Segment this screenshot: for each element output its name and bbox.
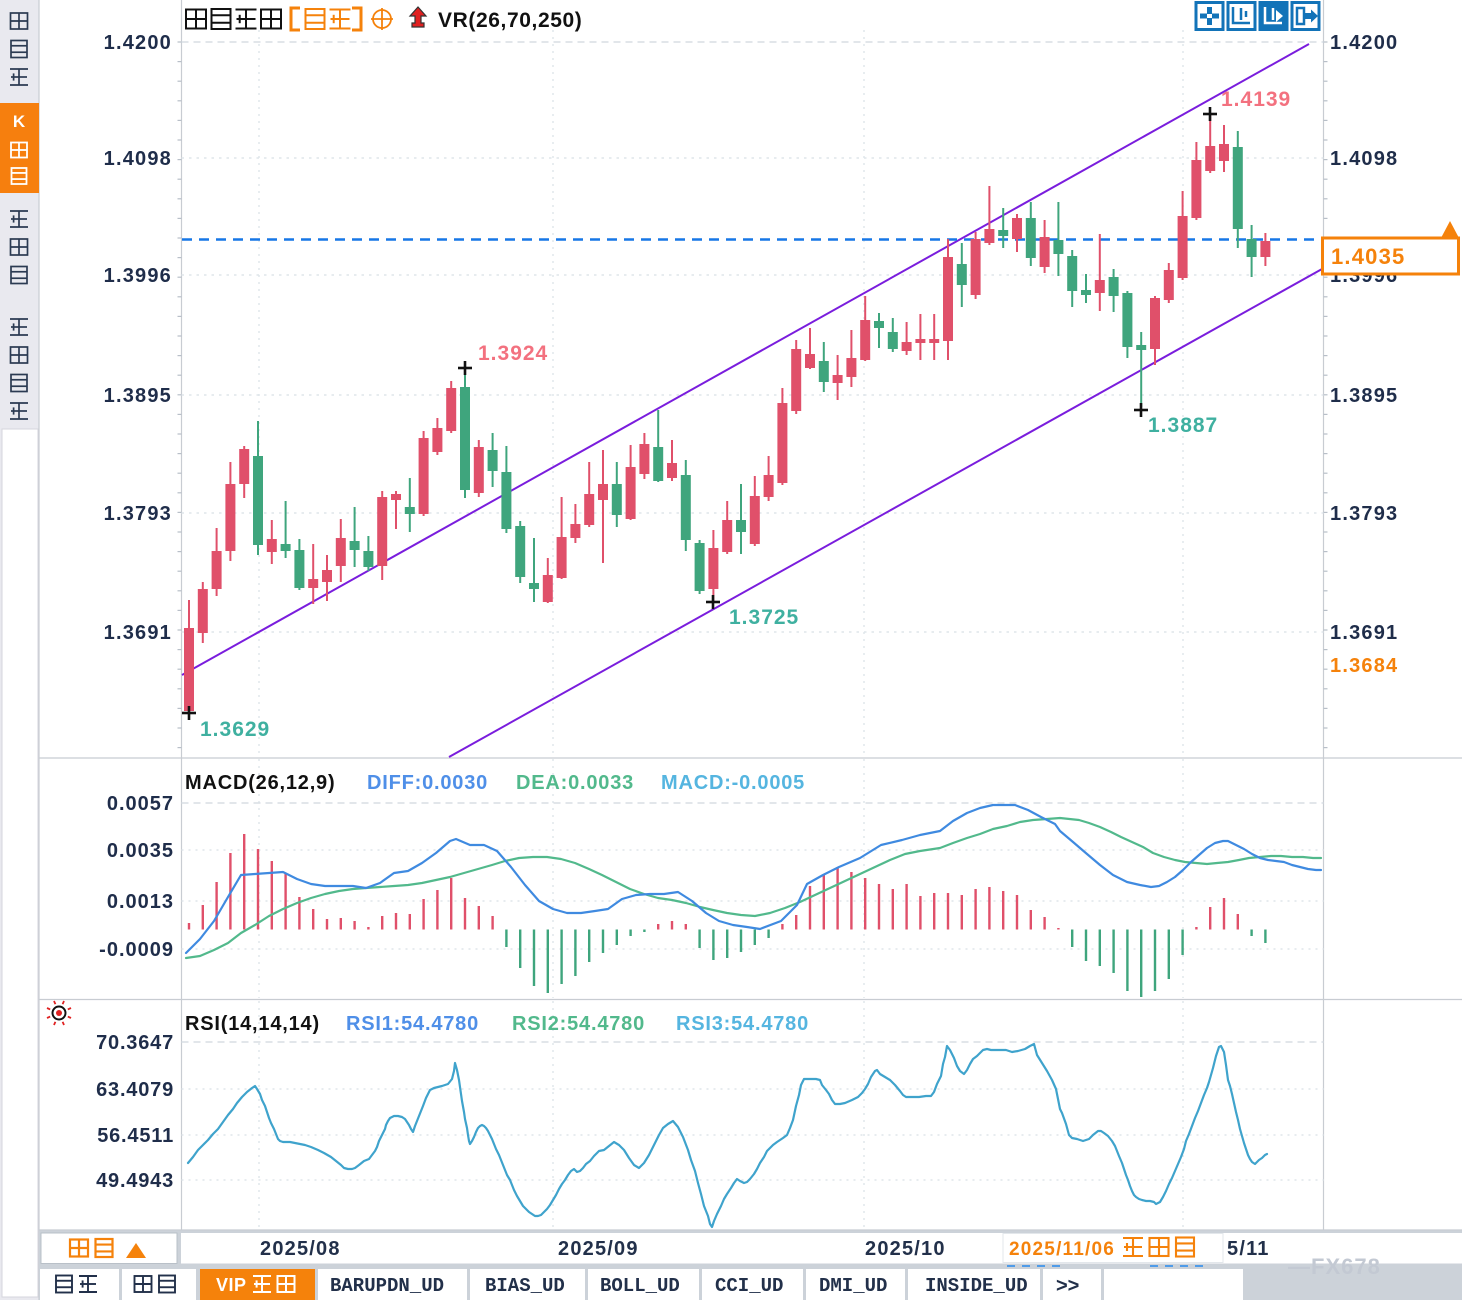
svg-text:1.4200: 1.4200 [104,32,172,54]
svg-text:0.0057: 0.0057 [107,793,174,815]
svg-text:1.3691: 1.3691 [104,622,172,644]
svg-text:1.3629: 1.3629 [200,718,270,741]
svg-text:MACD(26,12,9): MACD(26,12,9) [185,772,335,794]
svg-text:1.4200: 1.4200 [1330,32,1398,54]
svg-text:BARUPDN_UD: BARUPDN_UD [330,1275,444,1297]
svg-text:1.3793: 1.3793 [1330,503,1398,525]
svg-text:2025/10: 2025/10 [865,1238,946,1260]
svg-text:63.4079: 63.4079 [96,1079,174,1101]
svg-text:RSI3:54.4780: RSI3:54.4780 [676,1013,809,1035]
svg-text:1.3725: 1.3725 [729,606,799,629]
svg-text:1.3895: 1.3895 [1330,385,1398,407]
svg-text:K: K [13,112,26,131]
svg-text:1.4035: 1.4035 [1331,244,1406,269]
svg-text:56.4511: 56.4511 [97,1125,174,1147]
svg-text:5/11: 5/11 [1227,1238,1270,1260]
svg-text:2025/09: 2025/09 [558,1238,639,1260]
svg-text:1.3684: 1.3684 [1330,655,1398,677]
svg-text:1.4098: 1.4098 [104,148,172,170]
svg-text:2025/11/06: 2025/11/06 [1009,1239,1115,1260]
svg-text:1.4139: 1.4139 [1221,88,1291,111]
svg-text:DMI_UD: DMI_UD [819,1275,887,1297]
svg-text:RSI2:54.4780: RSI2:54.4780 [512,1013,645,1035]
svg-text:DEA:0.0033: DEA:0.0033 [516,772,634,794]
svg-text:1.3996: 1.3996 [104,265,172,287]
svg-text:>>: >> [1056,1275,1079,1297]
svg-text:VR(26,70,250): VR(26,70,250) [438,9,582,32]
svg-text:BOLL_UD: BOLL_UD [600,1275,680,1297]
svg-text:1.3895: 1.3895 [104,385,172,407]
svg-text:BIAS_UD: BIAS_UD [485,1275,565,1297]
svg-text:1.3924: 1.3924 [478,342,548,365]
svg-text:2025/08: 2025/08 [260,1238,341,1260]
svg-text:VIP: VIP [216,1275,247,1295]
svg-text:70.3647: 70.3647 [96,1032,174,1054]
svg-text:1.3887: 1.3887 [1148,414,1218,437]
svg-text:1.3793: 1.3793 [104,503,172,525]
svg-text:INSIDE_UD: INSIDE_UD [925,1275,1028,1297]
svg-text:DIFF:0.0030: DIFF:0.0030 [367,772,488,794]
svg-text:—FX678: —FX678 [1288,1254,1381,1279]
svg-text:1.3691: 1.3691 [1330,622,1398,644]
svg-text:0.0035: 0.0035 [107,840,174,862]
svg-text:-0.0009: -0.0009 [99,939,174,961]
svg-text:CCI_UD: CCI_UD [715,1275,783,1297]
svg-text:49.4943: 49.4943 [96,1170,174,1192]
svg-text:RSI1:54.4780: RSI1:54.4780 [346,1013,479,1035]
svg-text:RSI(14,14,14): RSI(14,14,14) [185,1013,320,1035]
svg-text:1.4098: 1.4098 [1330,148,1398,170]
svg-text:0.0013: 0.0013 [107,891,174,913]
svg-text:MACD:-0.0005: MACD:-0.0005 [661,772,805,794]
